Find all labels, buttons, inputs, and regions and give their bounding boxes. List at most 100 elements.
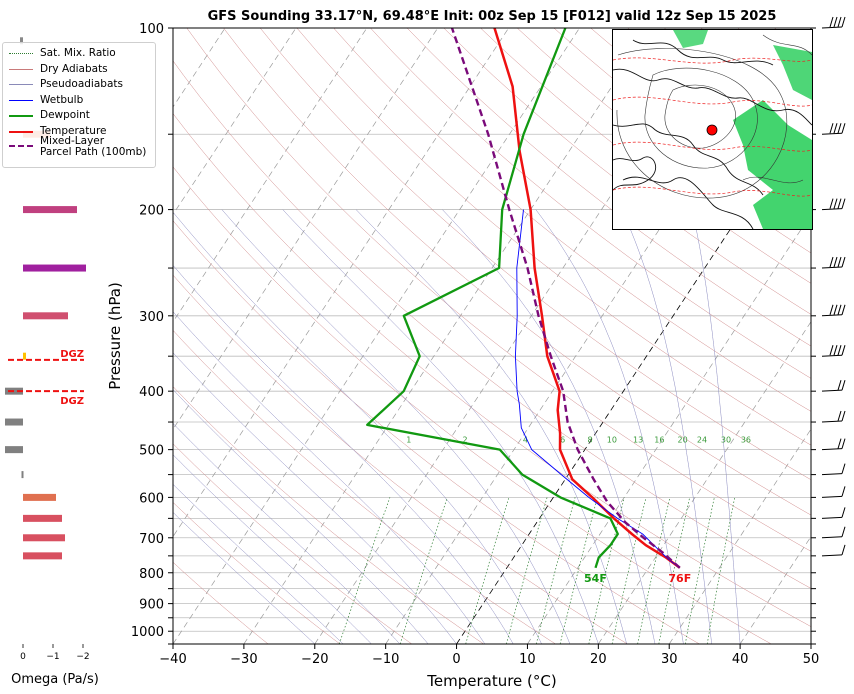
legend-item: Temperature [7, 125, 153, 139]
chart-legend: Sat. Mix. Ratio Dry Adiabats Pseudoadiabat… [2, 42, 156, 168]
mixing-ratio-label: 1 [406, 435, 411, 444]
dry-adiabat [480, 28, 811, 284]
mixing-ratio-line [637, 497, 671, 644]
pseudoadiabat [173, 352, 457, 644]
legend-swatch [9, 68, 33, 70]
legend-item: Dewpoint [7, 109, 153, 123]
y-tick-label: 400 [139, 385, 164, 400]
legend-label: Wetbulb [40, 93, 84, 106]
wind-barb-flag [833, 256, 838, 268]
mixing-ratio-line [611, 497, 647, 644]
wind-barb-shaft [821, 516, 843, 519]
mixing-ratio-line [399, 497, 448, 644]
wind-barb-flag [837, 410, 842, 422]
mixing-ratio-label: 20 [678, 435, 688, 444]
wind-barb [821, 410, 846, 423]
wind-barb-shaft [821, 314, 843, 317]
pseudoadiabat [173, 211, 542, 644]
wind-barb-shaft [821, 495, 843, 498]
legend-item: Dry Adiabats [7, 63, 153, 77]
mixing-ratio-label: 24 [697, 435, 707, 444]
wind-barb-flag [837, 198, 842, 209]
legend-swatch [9, 130, 33, 133]
wind-barb-flag [841, 256, 846, 268]
y-tick-label: 300 [139, 310, 164, 325]
legend-swatch [9, 53, 33, 54]
dry-adiabat [173, 502, 341, 644]
inset-map [612, 29, 813, 230]
pseudoadiabat [173, 454, 372, 644]
wind-barb [821, 486, 846, 498]
wind-barb-flag [829, 16, 834, 28]
wind-barb-flag [837, 345, 842, 356]
wind-barb-shaft [821, 132, 843, 135]
profile-curves [366, 28, 681, 569]
surface-labels: 76F 54F [584, 572, 691, 585]
wind-barb-flag [829, 198, 834, 209]
wind-barb-shaft [821, 448, 843, 451]
pseudoadiabat [691, 209, 741, 644]
dry-adiabat [406, 28, 811, 347]
wind-barb-flag [837, 123, 842, 134]
wind-barbs [821, 16, 846, 557]
omega-bar [23, 493, 56, 501]
wind-barb-shaft [821, 389, 843, 392]
pseudoadiabat [221, 209, 571, 644]
isotherm-line [173, 28, 439, 430]
wind-barb-flag [837, 438, 842, 449]
y-tick-label: 1000 [131, 625, 164, 640]
isotherm-line [173, 28, 368, 323]
chart-title: GFS Sounding 33.17°N, 69.48°E Init: 00z … [208, 9, 777, 24]
y-tick-label: 900 [139, 598, 164, 613]
y-tick-label: 600 [139, 491, 164, 506]
omega-tick-label: −2 [76, 652, 89, 662]
dry-adiabat [370, 28, 811, 379]
omega-tick-label: 0 [20, 652, 26, 662]
terrain-shading [673, 30, 812, 229]
omega-bar [23, 264, 86, 272]
isotherm-line [243, 28, 651, 644]
omega-bar [23, 514, 62, 522]
pseudoadiabat [173, 511, 315, 644]
x-tick-label: −20 [301, 652, 328, 667]
y-tick-label: 200 [139, 204, 164, 219]
wind-barb [821, 526, 846, 539]
dry-adiabat [173, 60, 811, 589]
axes: −40 −30 −20 −10 0 10 20 30 40 50 100 200 300 400 500 60… [131, 22, 819, 667]
wind-barb-shaft [821, 208, 843, 211]
x-tick-label: 10 [519, 652, 536, 667]
x-tick-label: 20 [590, 652, 607, 667]
wind-barb-flag [841, 198, 846, 209]
wind-barb-flag [841, 438, 846, 449]
mixing-ratio-label: 8 [588, 435, 593, 444]
wind-barb-flag [837, 256, 842, 268]
dry-adiabat [173, 386, 484, 644]
wind-barb [821, 544, 846, 557]
dry-adiabat [173, 443, 413, 644]
coastlines [613, 39, 812, 229]
omega-bar [21, 471, 24, 479]
wind-barb-flag [833, 198, 838, 209]
surface-dewpoint-label: 54F [584, 572, 607, 585]
wind-barb [821, 304, 846, 317]
omega-bar [23, 206, 77, 214]
wind-barb-flag [841, 526, 846, 537]
legend-label: Dry Adiabats [40, 62, 108, 75]
wind-barb [821, 438, 846, 451]
wind-barb-shaft [821, 420, 843, 423]
wind-barb-shaft [821, 354, 843, 357]
mixing-ratio-label: 4 [523, 435, 528, 444]
dry-adiabat [173, 329, 556, 644]
wind-barb [821, 123, 846, 135]
omega-bar [5, 418, 23, 426]
wind-barb-shaft [821, 26, 843, 29]
mixing-ratio-label: 10 [607, 435, 617, 444]
y-tick-label: 100 [139, 22, 164, 37]
dry-adiabat [173, 220, 700, 644]
mixing-ratio-line [706, 497, 736, 644]
legend-label: Sat. Mix. Ratio [40, 47, 116, 59]
series-temperature [493, 28, 681, 569]
inset-map-drawing [613, 30, 812, 229]
dry-adiabat [333, 28, 811, 412]
wind-barb-flag [833, 345, 838, 356]
